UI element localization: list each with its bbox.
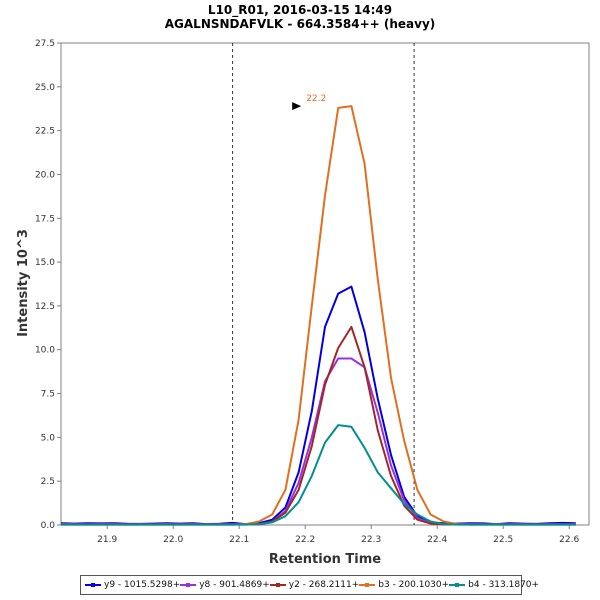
legend-swatch	[85, 583, 101, 587]
legend-item: y9 - 1015.5298+	[85, 580, 180, 590]
peak-annotation-group: 22.2	[292, 94, 326, 111]
x-tick-label: 22.4	[427, 535, 447, 545]
x-tick-label: 22.3	[361, 535, 381, 545]
x-tick-label: 21.9	[97, 535, 117, 545]
legend-item: y2 - 268.2111+	[269, 580, 360, 590]
y-axis: 0.0 2.5 5.0 7.5 10.0 12.5 15.0 17.5 20.0 22.5 25.0…	[35, 39, 61, 531]
y-tick-label: 2.5	[41, 477, 55, 487]
x-tick-label: 22.0	[163, 535, 183, 545]
legend-label: y8 - 901.4869+	[199, 580, 270, 590]
y-axis-title: Intensity 10^3	[16, 229, 31, 337]
series-lines	[60, 105, 576, 526]
legend: y9 - 1015.5298+ y8 - 901.4869+ y2 - 268.21…	[80, 575, 539, 595]
x-tick-label: 22.5	[493, 535, 513, 545]
y-tick-label: 0.0	[41, 521, 56, 531]
legend-label: b4 - 313.1870+	[468, 580, 540, 590]
x-tick-label: 22.6	[559, 535, 579, 545]
y-tick-label: 20.0	[35, 170, 55, 180]
y-tick-label: 10.0	[35, 346, 55, 356]
y-tick-label: 15.0	[35, 258, 55, 268]
y-tick-label: 17.5	[35, 214, 55, 224]
plot-area	[60, 42, 590, 526]
legend-swatch	[359, 583, 376, 587]
legend-label: b3 - 200.1030+	[378, 580, 450, 590]
x-tick-label: 22.2	[295, 535, 315, 545]
legend-swatch	[180, 583, 197, 587]
legend-label: y9 - 1015.5298+	[104, 580, 181, 590]
y-tick-label: 27.5	[35, 39, 55, 49]
legend-item: y8 - 901.4869+	[180, 580, 270, 590]
chart-subtitle: AGALNSNDAFVLK - 664.3584++ (heavy)	[165, 17, 436, 31]
y-tick-label: 25.0	[35, 83, 55, 93]
chart-title: L10_R01, 2016-03-15 14:49	[208, 3, 392, 18]
peak-boundaries	[232, 43, 415, 525]
peak-annotation-label: 22.2	[306, 94, 326, 104]
x-axis: 21.9 22.0 22.1 22.2 22.3 22.4 22.5 22.6	[97, 525, 579, 545]
legend-label: y2 - 268.2111+	[288, 580, 360, 590]
legend-swatch	[269, 583, 286, 587]
y-tick-label: 5.0	[41, 433, 56, 443]
x-tick-label: 22.1	[229, 535, 249, 545]
peak-marker-icon	[292, 102, 302, 111]
y-tick-label: 12.5	[35, 302, 55, 312]
x-axis-title: Retention Time	[269, 552, 381, 567]
legend-item: b3 - 200.1030+	[359, 580, 449, 590]
legend-swatch	[449, 583, 466, 587]
y-tick-label: 7.5	[41, 390, 55, 400]
y-tick-label: 22.5	[35, 127, 55, 137]
series-line	[61, 424, 576, 526]
legend-item: b4 - 313.1870+	[449, 580, 539, 590]
